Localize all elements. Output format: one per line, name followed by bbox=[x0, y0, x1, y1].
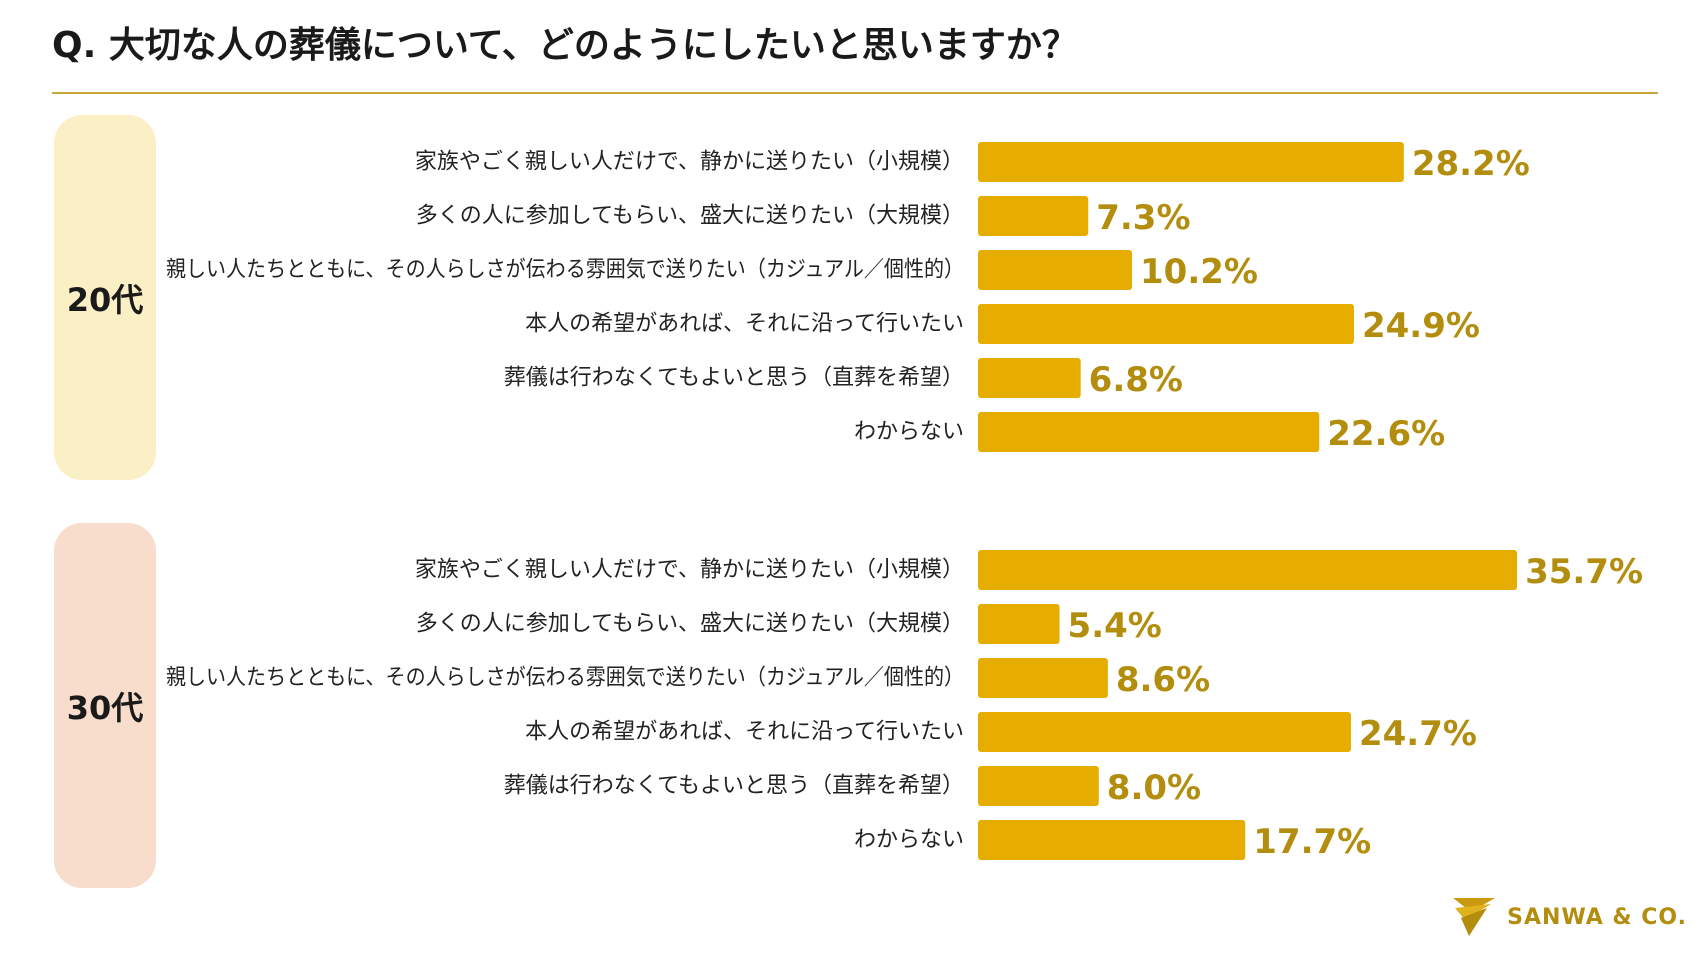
sanwa-logo-icon bbox=[1453, 898, 1496, 936]
value-label: 28.2% bbox=[1412, 144, 1530, 184]
bar bbox=[978, 604, 1060, 644]
category-label: 多くの人に参加してもらい、盛大に送りたい（大規模） bbox=[416, 204, 964, 229]
logo-text: SANWA & CO. bbox=[1507, 904, 1687, 930]
category-label: 本人の希望があれば、それに沿って行いたい bbox=[525, 312, 964, 337]
value-label: 5.4% bbox=[1068, 606, 1162, 646]
bar bbox=[978, 358, 1081, 398]
bar bbox=[978, 820, 1246, 860]
category-label: 本人の希望があれば、それに沿って行いたい bbox=[525, 720, 964, 745]
value-label: 22.6% bbox=[1327, 414, 1445, 454]
bar bbox=[978, 550, 1518, 590]
bar bbox=[978, 412, 1320, 452]
value-label: 8.0% bbox=[1107, 768, 1201, 808]
category-label: 親しい人たちとともに、その人らしさが伝わる雰囲気で送りたい（カジュアル／個性的） bbox=[166, 666, 964, 691]
category-label: 親しい人たちとともに、その人らしさが伝わる雰囲気で送りたい（カジュアル／個性的） bbox=[166, 258, 964, 283]
bar bbox=[978, 712, 1351, 752]
value-label: 17.7% bbox=[1253, 822, 1371, 862]
category-label: 家族やごく親しい人だけで、静かに送りたい（小規模） bbox=[415, 150, 964, 175]
bar bbox=[978, 766, 1099, 806]
group-label-20s-text: 20代 bbox=[66, 280, 144, 319]
group-label-20s: 20代 bbox=[54, 115, 156, 480]
value-label: 35.7% bbox=[1525, 552, 1643, 592]
bar bbox=[978, 304, 1354, 344]
company-logo: SANWA & CO. bbox=[1451, 894, 1687, 940]
value-label: 10.2% bbox=[1140, 252, 1258, 292]
category-label: わからない bbox=[854, 828, 964, 853]
group-label-30s-text: 30代 bbox=[66, 688, 144, 727]
bar bbox=[978, 142, 1404, 182]
category-label: 葬儀は行わなくてもよいと思う（直葬を希望） bbox=[504, 366, 964, 391]
category-label: わからない bbox=[854, 420, 964, 445]
category-label: 葬儀は行わなくてもよいと思う（直葬を希望） bbox=[504, 774, 964, 799]
bar bbox=[978, 196, 1089, 236]
value-label: 6.8% bbox=[1089, 360, 1183, 400]
value-label: 8.6% bbox=[1116, 660, 1210, 700]
category-label: 多くの人に参加してもらい、盛大に送りたい（大規模） bbox=[416, 612, 964, 637]
title-divider bbox=[52, 92, 1658, 94]
value-label: 24.9% bbox=[1362, 306, 1480, 346]
group-label-30s: 30代 bbox=[54, 523, 156, 888]
chart-title: Q. 大切な人の葬儀について、どのようにしたいと思いますか？ bbox=[52, 25, 1078, 66]
bar bbox=[978, 250, 1133, 290]
value-label: 24.7% bbox=[1359, 714, 1477, 754]
value-label: 7.3% bbox=[1096, 198, 1190, 238]
bar bbox=[978, 658, 1108, 698]
category-label: 家族やごく親しい人だけで、静かに送りたい（小規模） bbox=[415, 558, 964, 583]
